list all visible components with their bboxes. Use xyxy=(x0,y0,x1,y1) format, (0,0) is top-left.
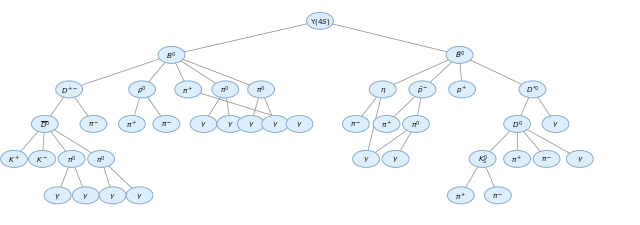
Text: $B^0$: $B^0$ xyxy=(166,50,177,61)
Ellipse shape xyxy=(484,187,511,204)
Ellipse shape xyxy=(469,151,496,168)
Ellipse shape xyxy=(237,116,264,133)
Text: $\gamma$: $\gamma$ xyxy=(272,120,278,129)
Text: $\bar{B}^0$: $\bar{B}^0$ xyxy=(454,50,465,61)
Text: $\gamma$: $\gamma$ xyxy=(363,155,369,164)
Ellipse shape xyxy=(80,116,107,133)
Text: $\gamma$: $\gamma$ xyxy=(552,120,559,129)
Text: $\rho^0$: $\rho^0$ xyxy=(137,84,147,96)
Text: $\gamma$: $\gamma$ xyxy=(248,120,254,129)
Ellipse shape xyxy=(44,187,71,204)
Text: $\gamma$: $\gamma$ xyxy=(227,120,234,129)
Text: $\gamma$: $\gamma$ xyxy=(54,191,61,200)
Ellipse shape xyxy=(382,151,409,168)
Ellipse shape xyxy=(342,116,369,133)
Text: $\pi^0$: $\pi^0$ xyxy=(412,119,420,130)
Text: $\gamma$: $\gamma$ xyxy=(136,191,143,200)
Text: $\pi^0$: $\pi^0$ xyxy=(97,154,106,165)
Ellipse shape xyxy=(307,13,333,30)
Ellipse shape xyxy=(1,151,28,168)
Ellipse shape xyxy=(403,116,429,133)
Ellipse shape xyxy=(99,187,126,204)
Text: $\pi^+$: $\pi^+$ xyxy=(126,119,138,129)
Text: $\pi^0$: $\pi^0$ xyxy=(221,84,230,96)
Ellipse shape xyxy=(118,116,145,133)
Ellipse shape xyxy=(504,116,531,133)
Ellipse shape xyxy=(72,187,99,204)
Text: $\gamma$: $\gamma$ xyxy=(296,120,303,129)
Ellipse shape xyxy=(446,47,473,64)
Text: $\pi^-$: $\pi^-$ xyxy=(88,120,99,129)
Text: $K^+$: $K^+$ xyxy=(8,154,20,164)
Ellipse shape xyxy=(262,116,289,133)
Ellipse shape xyxy=(409,81,436,99)
Ellipse shape xyxy=(88,151,115,168)
Ellipse shape xyxy=(58,151,85,168)
Text: $\gamma$: $\gamma$ xyxy=(392,155,399,164)
Ellipse shape xyxy=(373,116,400,133)
Ellipse shape xyxy=(29,151,56,168)
Ellipse shape xyxy=(175,81,202,99)
Text: $\pi^-$: $\pi^-$ xyxy=(492,191,504,200)
Ellipse shape xyxy=(153,116,180,133)
Ellipse shape xyxy=(129,81,156,99)
Text: $\gamma$: $\gamma$ xyxy=(109,191,116,200)
Ellipse shape xyxy=(190,116,217,133)
Ellipse shape xyxy=(566,151,593,168)
Text: $\pi^-$: $\pi^-$ xyxy=(161,120,172,129)
Text: $\pi^+$: $\pi^+$ xyxy=(182,85,194,95)
Text: $D^{+-}$: $D^{+-}$ xyxy=(61,85,77,95)
Text: $D^{*0}$: $D^{*0}$ xyxy=(525,84,540,96)
Ellipse shape xyxy=(158,47,185,64)
Text: $\pi^-$: $\pi^-$ xyxy=(541,155,552,164)
Text: $\pi^0$: $\pi^0$ xyxy=(67,154,76,165)
Ellipse shape xyxy=(126,187,153,204)
Text: $D^0$: $D^0$ xyxy=(511,119,523,130)
Ellipse shape xyxy=(542,116,569,133)
Text: $\eta$: $\eta$ xyxy=(380,86,386,94)
Ellipse shape xyxy=(217,116,244,133)
Text: $\pi^0$: $\pi^0$ xyxy=(257,84,266,96)
Text: $\pi^+$: $\pi^+$ xyxy=(455,190,467,201)
Ellipse shape xyxy=(353,151,380,168)
Text: $\gamma$: $\gamma$ xyxy=(200,120,207,129)
Text: $p^+$: $p^+$ xyxy=(456,84,468,96)
Ellipse shape xyxy=(369,81,396,99)
Ellipse shape xyxy=(248,81,275,99)
Ellipse shape xyxy=(31,116,58,133)
Text: $\Upsilon(4S)$: $\Upsilon(4S)$ xyxy=(310,17,330,27)
Text: $K^0_S$: $K^0_S$ xyxy=(477,153,488,166)
Ellipse shape xyxy=(519,81,546,99)
Text: $\gamma$: $\gamma$ xyxy=(83,191,89,200)
Text: $\pi^-$: $\pi^-$ xyxy=(350,120,362,129)
Text: $\pi^+$: $\pi^+$ xyxy=(381,119,392,129)
Ellipse shape xyxy=(504,151,531,168)
Text: $\bar{p}^-$: $\bar{p}^-$ xyxy=(417,85,428,95)
Text: $\pi^+$: $\pi^+$ xyxy=(511,154,523,164)
Text: $\overline{D}^0$: $\overline{D}^0$ xyxy=(40,119,50,129)
Ellipse shape xyxy=(286,116,313,133)
Ellipse shape xyxy=(447,187,474,204)
Ellipse shape xyxy=(449,81,476,99)
Ellipse shape xyxy=(212,81,239,99)
Ellipse shape xyxy=(56,81,83,99)
Text: $\gamma$: $\gamma$ xyxy=(577,155,583,164)
Ellipse shape xyxy=(533,151,560,168)
Text: $K^-$: $K^-$ xyxy=(36,155,48,164)
